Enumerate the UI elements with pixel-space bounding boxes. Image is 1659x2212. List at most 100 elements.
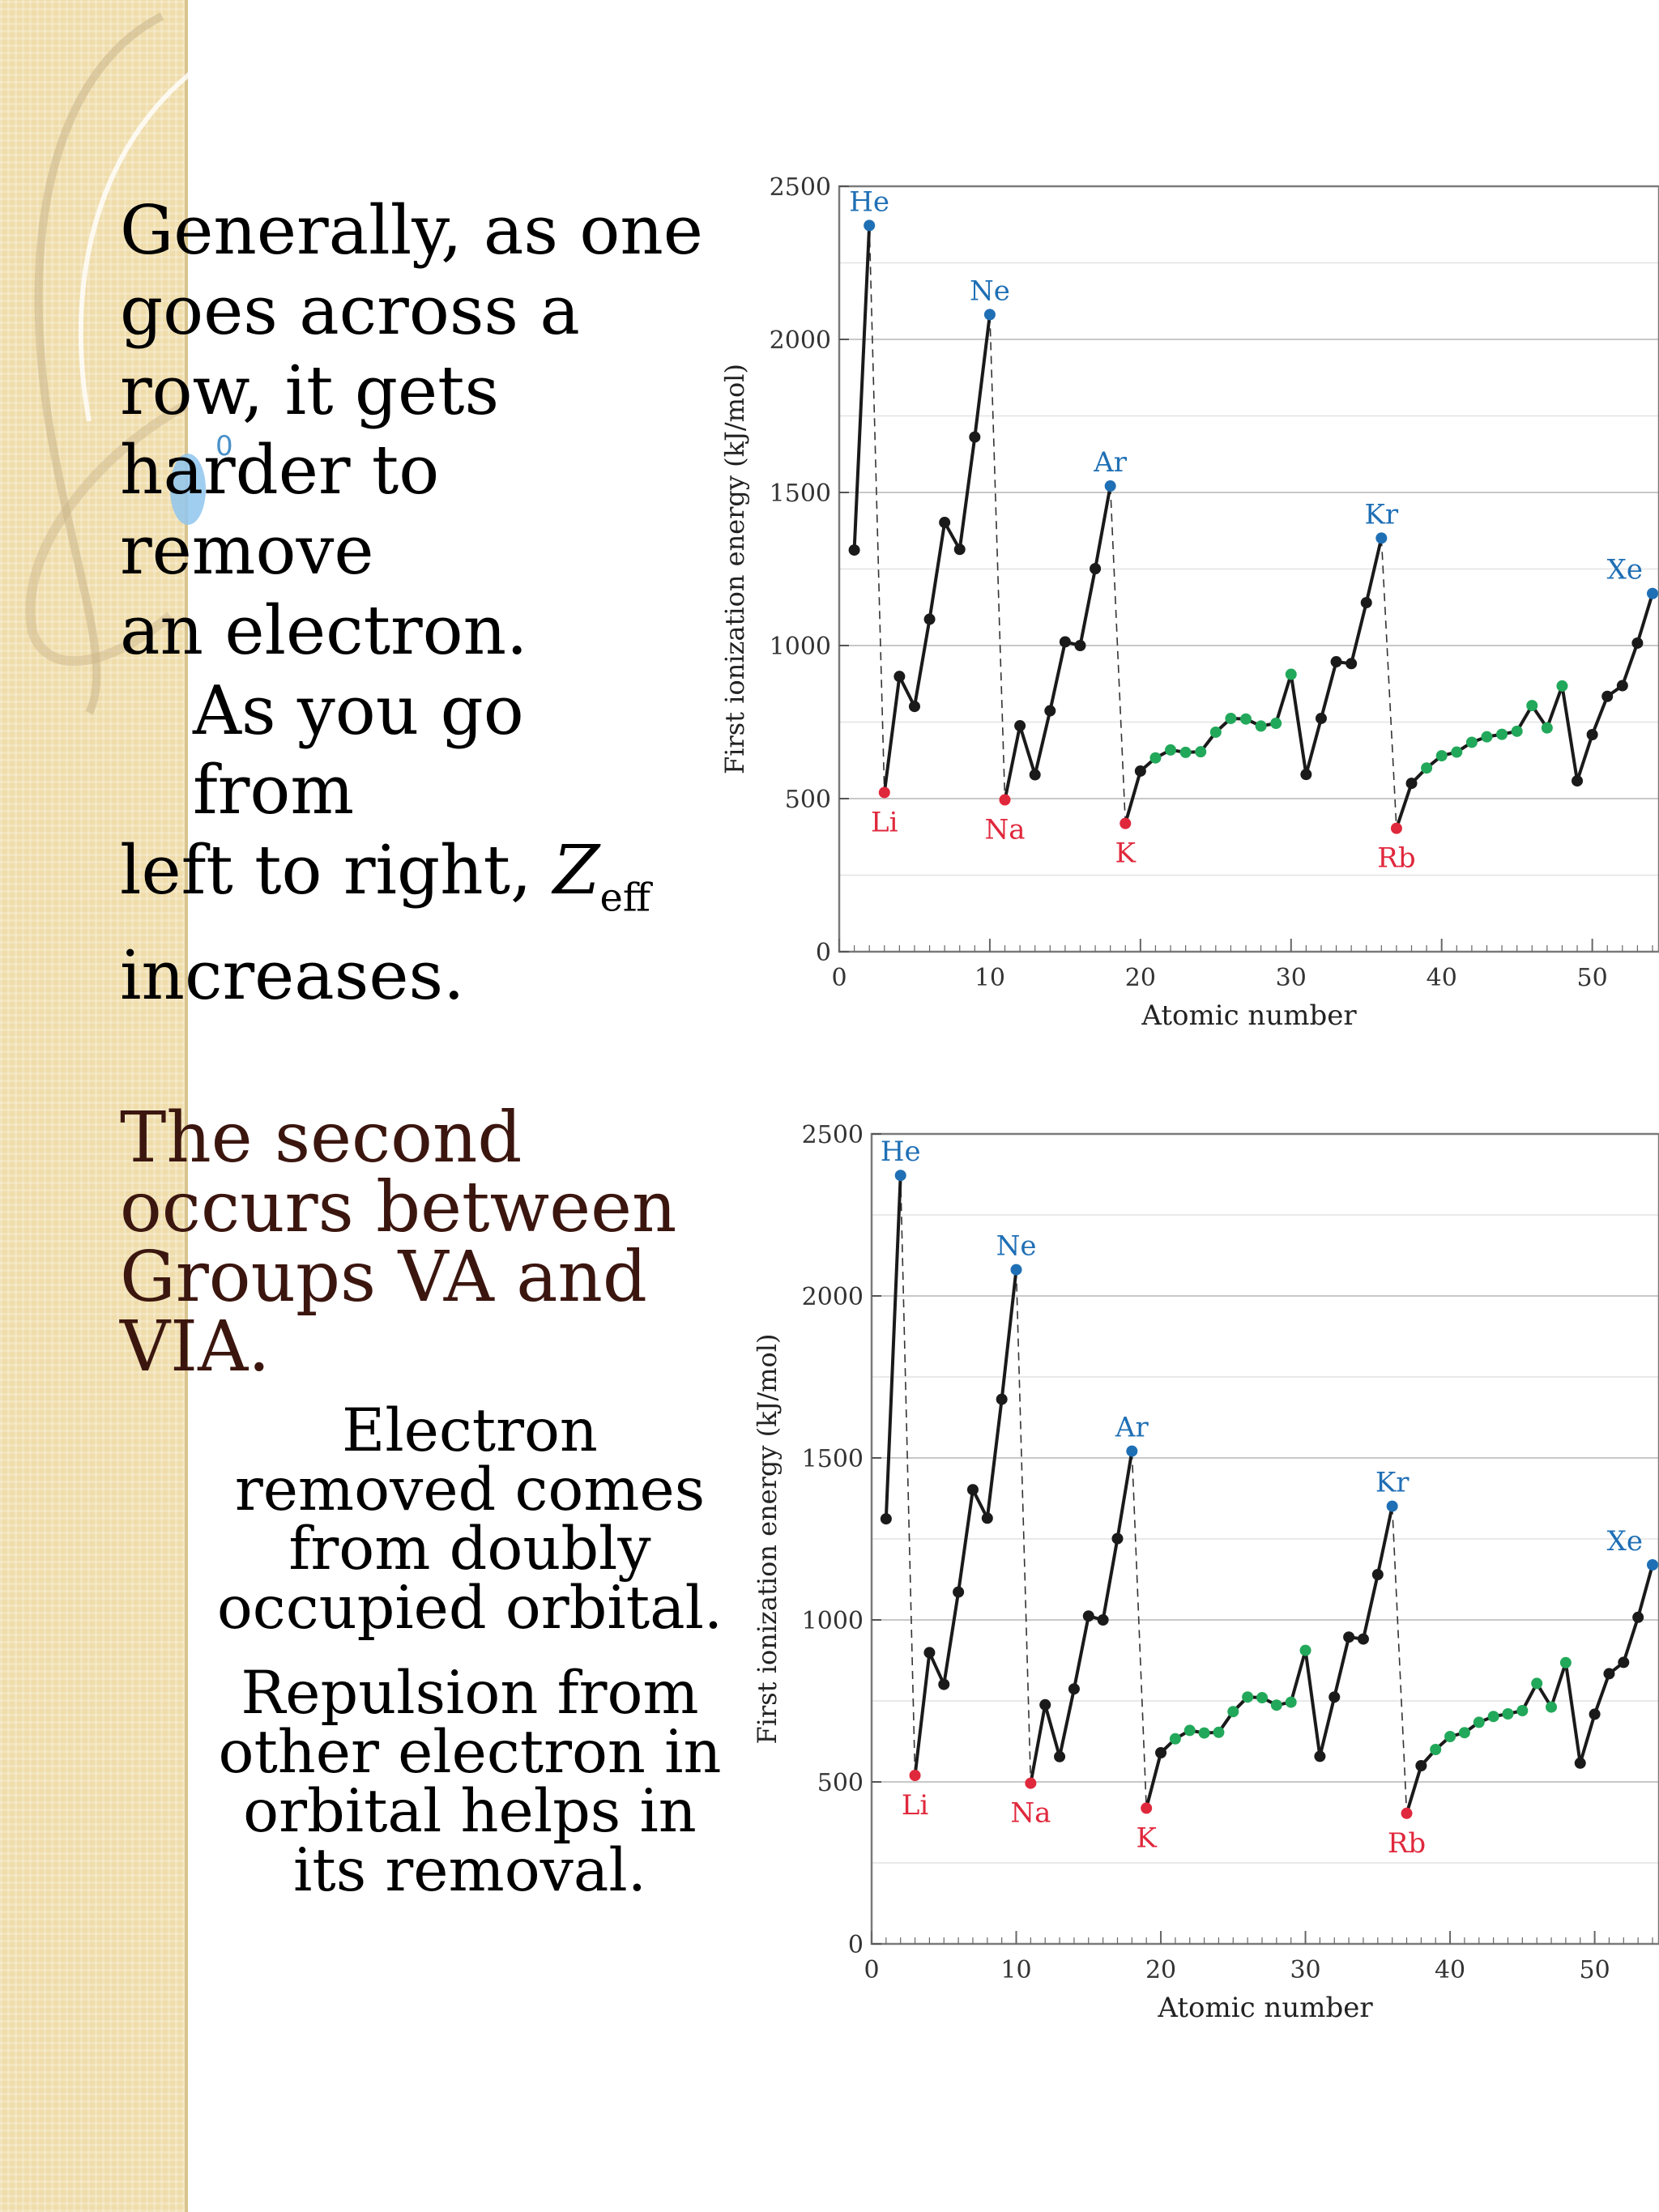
chart1-label-kr: Kr [1365, 498, 1399, 531]
chart2-label-ar: Ar [1115, 1412, 1149, 1444]
para1-line: increases. [120, 936, 465, 1015]
chart1-series-segment [912, 617, 932, 709]
chart2-point-transition [1444, 1731, 1456, 1742]
chart2-series-segment [1578, 1712, 1597, 1765]
chart1-y-tick-label: 2500 [770, 173, 831, 202]
decorative-droplet [170, 454, 206, 525]
chart2-series-segment [913, 1651, 932, 1777]
chart1-drop-line [989, 314, 1006, 800]
chart1-series-segment [1590, 694, 1610, 736]
chart2-series-segment [985, 1397, 1004, 1520]
chart2-point-other [1155, 1747, 1167, 1758]
chart2-series-segment [1563, 1660, 1582, 1765]
chart1-series-segment [1364, 536, 1384, 605]
chart1-point-other [908, 701, 920, 713]
chart2-point-other [923, 1647, 936, 1659]
chart1-point-transition [1511, 725, 1523, 737]
chart1-point-transition [1165, 744, 1177, 756]
chart1-point-transition [1556, 680, 1568, 692]
chart2-x-tick-label: 40 [1435, 1956, 1465, 1984]
chart1-label-xe: Xe [1607, 554, 1643, 586]
chart1-point-alkali [1390, 822, 1402, 834]
chart1-point-other [848, 544, 860, 556]
chart1-label-rb: Rb [1377, 842, 1415, 875]
chart1-point-transition [1465, 736, 1478, 748]
chart2-series-segment [1115, 1449, 1134, 1541]
chart1-point-transition [1149, 752, 1162, 764]
chart1-label-k: K [1115, 837, 1137, 870]
z-symbol: Z [552, 831, 600, 910]
chart2-point-other [981, 1512, 993, 1524]
chart1-series-segment [1304, 716, 1323, 777]
chart2-point-transition [1531, 1677, 1543, 1690]
chart1-series-segment [1124, 769, 1142, 825]
chart2-point-other [1039, 1698, 1051, 1711]
chart1-point-other [939, 517, 951, 529]
chart1-series-segment [1078, 567, 1098, 647]
para1-line-zeff: left to right, Zeff [120, 831, 703, 922]
chart2-point-other [880, 1513, 892, 1525]
chart2-point-other [1343, 1631, 1355, 1643]
para1-line: As you go from [193, 671, 524, 830]
chart1-point-other [969, 431, 981, 443]
chart1-point-other [1572, 775, 1584, 787]
chart1-point-other [1029, 769, 1041, 781]
chart2-x-tick-label: 10 [1000, 1956, 1031, 1984]
chart2-point-other [1314, 1750, 1326, 1762]
chart1-x-tick-label: 30 [1276, 964, 1307, 992]
chart2-y-tick-label: 1000 [802, 1607, 864, 1635]
para1-line7-text: left to right, [120, 831, 553, 910]
chart1-series-segment [1319, 660, 1338, 720]
decorative-side-stripe [0, 0, 188, 2212]
chart2-point-transition [1487, 1711, 1499, 1723]
chart1-x-axis-title: Atomic number [1141, 999, 1357, 1032]
chart2-series-segment [1333, 1635, 1351, 1699]
chart1-y-tick-label: 500 [785, 786, 831, 814]
chart1-point-other [1586, 728, 1598, 740]
chart1-point-noble [864, 219, 876, 232]
chart2-x-tick-label: 0 [864, 1956, 879, 1984]
chart1-point-transition [1541, 722, 1553, 734]
chart1-series-segment [973, 313, 992, 439]
chart2-point-transition [1213, 1726, 1225, 1738]
chart2-y-tick-label: 2000 [802, 1283, 864, 1311]
chart1-series-segment [1636, 591, 1654, 645]
chart1-point-other [1360, 597, 1372, 609]
chart1-series-segment [852, 224, 872, 552]
chart1-point-transition [1270, 718, 1282, 730]
chart2-series-segment [1318, 1695, 1337, 1758]
chart1-x-tick-label: 0 [831, 964, 847, 992]
chart1-drop-line [868, 225, 885, 793]
chart1-point-transition [1225, 712, 1237, 724]
chart1-point-other [1315, 712, 1327, 724]
chart2-label-ne: Ne [996, 1230, 1037, 1263]
chart1-point-transition [1526, 700, 1538, 712]
chart2-series-segment [1101, 1536, 1120, 1622]
chart2-series-segment [1145, 1751, 1163, 1810]
chart1-point-transition [1209, 726, 1222, 738]
chart1-series-segment [1003, 724, 1022, 802]
chart1-point-alkali [1120, 817, 1132, 829]
chart2-point-noble [1386, 1500, 1398, 1512]
chart2-point-alkali [1025, 1777, 1037, 1789]
chart1-series-segment [1094, 484, 1112, 571]
chart1-point-transition [1255, 720, 1267, 732]
para1-line: an electron. [120, 590, 528, 670]
chart2-point-other [1357, 1633, 1369, 1645]
chart1-x-tick-label: 50 [1577, 964, 1608, 992]
chart2-y-tick-label: 1500 [802, 1445, 864, 1473]
chart2-series-segment [1072, 1614, 1090, 1691]
chart2-label-li: Li [902, 1789, 929, 1822]
ionization-chart-top: 0 500 1000 1500 2000 2500 0 10 20 30 40 50 Atomic nu… [713, 162, 1659, 1053]
chart2-point-other [1415, 1760, 1427, 1771]
chart1-series-segment [1620, 641, 1640, 688]
chart1-point-noble [983, 309, 996, 321]
chart1-y-tick-label: 1500 [770, 479, 831, 508]
chart1-point-alkali [999, 794, 1011, 806]
chart2-drop-line [1015, 1269, 1032, 1784]
chart2-series-segment [1043, 1703, 1062, 1758]
explanation-block: Electron removed comes from doubly occup… [211, 1401, 729, 1926]
droplet-label: 0 [215, 430, 233, 462]
chart1-series-segment [1289, 672, 1308, 777]
chart1-point-transition [1421, 762, 1433, 774]
